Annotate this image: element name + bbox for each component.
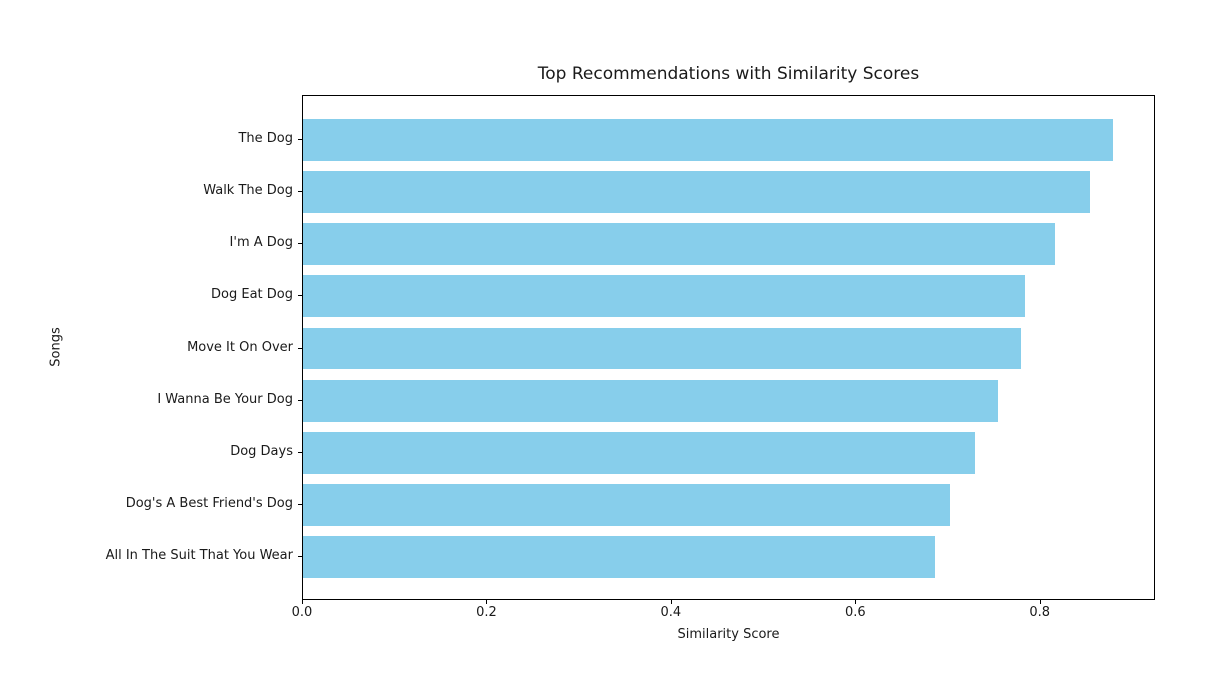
bar bbox=[303, 379, 998, 422]
y-tick-mark bbox=[298, 556, 302, 558]
y-tick-mark bbox=[298, 138, 302, 140]
chart-title: Top Recommendations with Similarity Scor… bbox=[537, 64, 920, 84]
bar bbox=[303, 536, 936, 579]
y-tick-label: Move It On Over bbox=[187, 339, 293, 355]
y-tick-label: Dog Days bbox=[230, 443, 293, 459]
x-tick-mark bbox=[486, 600, 488, 604]
bar bbox=[303, 484, 950, 526]
y-tick-label: Dog Eat Dog bbox=[211, 287, 293, 303]
y-tick-mark bbox=[298, 243, 302, 245]
y-tick-mark bbox=[298, 347, 302, 349]
x-tick-label: 0.2 bbox=[476, 605, 497, 620]
plot-area bbox=[302, 95, 1155, 600]
x-tick-mark bbox=[1039, 600, 1041, 604]
x-tick-label: 0.0 bbox=[291, 605, 313, 620]
x-tick-mark bbox=[670, 600, 672, 604]
y-tick-mark bbox=[298, 451, 302, 453]
bar bbox=[303, 327, 1021, 370]
y-tick-label: The Dog bbox=[238, 130, 293, 146]
x-tick-mark bbox=[855, 600, 857, 604]
y-tick-mark bbox=[298, 504, 302, 505]
bar bbox=[303, 171, 1090, 213]
y-tick-mark bbox=[298, 190, 302, 192]
y-tick-label: Walk The Dog bbox=[203, 182, 293, 198]
bar bbox=[303, 223, 1055, 266]
bar bbox=[303, 118, 1113, 161]
x-tick-label: 0.6 bbox=[844, 605, 866, 620]
bar bbox=[303, 275, 1026, 318]
y-tick-label: Dog's A Best Friend's Dog bbox=[125, 496, 293, 511]
y-tick-label: I'm A Dog bbox=[229, 235, 293, 251]
x-tick-label: 0.4 bbox=[660, 605, 682, 620]
x-tick-mark bbox=[302, 600, 303, 604]
y-tick-label: All In The Suit That You Wear bbox=[105, 548, 293, 564]
bar bbox=[303, 431, 975, 474]
x-tick-label: 0.8 bbox=[1029, 605, 1051, 620]
y-tick-mark bbox=[298, 295, 302, 297]
y-tick-mark bbox=[298, 399, 302, 401]
y-tick-label: I Wanna Be Your Dog bbox=[157, 391, 293, 407]
x-axis-label: Similarity Score bbox=[677, 627, 780, 642]
